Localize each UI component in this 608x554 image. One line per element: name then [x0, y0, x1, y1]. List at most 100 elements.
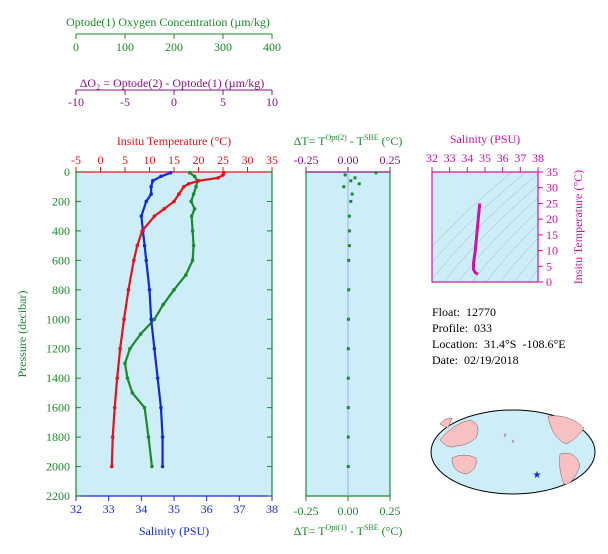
delta-t-point: [346, 376, 350, 380]
salinity-tick-label: 36: [201, 502, 213, 516]
temperature-tick-label: 20: [193, 153, 205, 167]
temperature-point: [182, 184, 186, 189]
oxygen-point: [128, 346, 132, 351]
salinity-point: [147, 288, 152, 292]
salinity-point: [149, 317, 153, 322]
oxygen-point: [172, 288, 176, 292]
salinity-axis-ticks: 32 33 34 35 36 37 38: [70, 496, 278, 516]
temperature-point: [140, 229, 144, 233]
ts-salinity-tick-label: 34: [461, 151, 473, 165]
salinity-point: [152, 346, 157, 351]
oxygen-point: [192, 174, 197, 179]
delta-o2-axis-ticks: -10 -5 0 5 10: [68, 90, 278, 109]
ts-salinity-tick-label: 32: [426, 151, 438, 165]
temperature-point: [172, 199, 176, 204]
temperature-point: [221, 173, 225, 177]
delta-o2-axis: ΔO₂ = Optode(2) - Optode(1) (µm/kg) -10-…: [68, 76, 278, 109]
oxygen-tick-label: 400: [263, 40, 281, 54]
salinity-tick-label: 34: [135, 502, 147, 516]
oxygen-point: [190, 258, 195, 263]
delta-t-point: [343, 173, 347, 177]
salinity-point: [144, 258, 149, 263]
pressure-axis-title: Pressure (decibar): [15, 291, 29, 378]
pressure-tick-label: 200: [52, 194, 70, 208]
delta-t-point: [350, 192, 354, 196]
ts-panel: Salinity (PSU) 32 33 34 35 36 37 3805101520253…: [426, 132, 585, 289]
delta-t-point: [353, 176, 357, 180]
ts-temperature-tick-label: 15: [546, 228, 558, 242]
ts-temperature-tick-label: 10: [546, 244, 558, 258]
pressure-tick-label: 1800: [46, 430, 70, 444]
world-map: ★: [430, 409, 596, 495]
oxygen-point: [146, 435, 151, 439]
delta-t-point: [347, 229, 351, 233]
salinity-tick-label: 38: [266, 502, 278, 516]
oxygen-tick-label: 300: [214, 40, 232, 54]
ts-density-contour: [485, 223, 538, 282]
salinity-tick-label: 35: [168, 502, 180, 516]
salinity-point: [144, 199, 149, 204]
ts-salinity-tick-label: 33: [444, 151, 456, 165]
map-land-europe: [439, 417, 453, 429]
temperature-point: [118, 346, 122, 351]
ts-temperature-tick-label: 0: [546, 275, 552, 289]
delta-t-point: [342, 185, 346, 189]
float-location: Location: 31.4°S -108.6°E: [432, 337, 566, 351]
ts-salinity-tick-label: 35: [479, 151, 491, 165]
ts-density-contour: [513, 252, 538, 282]
temperature-axis-ticks: -5 0 5 10 15 20 25 30 35: [71, 153, 278, 172]
map-land-north-america: [547, 415, 585, 445]
delta-t-point: [347, 214, 351, 218]
delta-t-point: [347, 244, 351, 248]
delta-t-series: [342, 171, 378, 469]
delta-t-top-title: ΔT= TOpt(2) - TSBE (°C): [294, 133, 403, 148]
temperature-point: [122, 317, 126, 322]
temperature-point: [177, 192, 181, 196]
delta-o2-tick-label: -5: [120, 95, 130, 109]
delta-t-point: [374, 171, 378, 175]
oxygen-point: [183, 273, 188, 277]
temperature-point: [112, 405, 117, 410]
oxygen-axis-ticks: 0 100 200 300 400: [73, 34, 281, 54]
oxygen-point: [125, 376, 130, 380]
pressure-tick-label: 400: [52, 224, 70, 238]
ts-series: [472, 203, 482, 276]
ts-density-contour: [499, 237, 538, 282]
delta-t-axis-ticks: -0.25 0.00 0.25 -0.25 0.00 0.25: [294, 153, 401, 518]
oxygen-point: [191, 243, 196, 248]
map-land-australia: [451, 454, 477, 475]
oxygen-point: [152, 317, 157, 322]
pressure-tick-label: 600: [52, 253, 70, 267]
ts-salinity-title: Salinity (PSU): [450, 132, 520, 146]
oxygen-point: [194, 184, 198, 189]
delta-t-top-tick-label: 0.00: [338, 153, 359, 167]
pressure-tick-label: 1000: [46, 312, 70, 326]
temperature-point: [135, 243, 140, 248]
ts-salinity-tick-label: 37: [514, 151, 526, 165]
ts-density-contour: [432, 172, 513, 248]
temperature-point: [109, 464, 114, 469]
delta-t-point: [347, 258, 351, 262]
delta-t-bottom-title: ΔT= TOpt(1) - TSBE (°C): [294, 523, 403, 538]
temperature-axis-title: Insitu Temperature (°C): [117, 134, 231, 148]
oxygen-axis-title: Optode(1) Oxygen Concentration (µm/kg): [66, 15, 270, 29]
ts-temperature-tick-label: 5: [546, 259, 552, 273]
ts-temperature-title: Insitu Temperature (°C): [571, 170, 585, 284]
oxygen-axis: Optode(1) Oxygen Concentration (µm/kg) 0…: [66, 15, 281, 54]
pressure-tick-label: 1600: [46, 401, 70, 415]
salinity-point: [142, 243, 147, 248]
delta-o2-tick-label: 5: [220, 95, 226, 109]
oxygen-tick-label: 200: [165, 40, 183, 54]
oxygen-tick-label: 100: [116, 40, 134, 54]
salinity-axis-title: Salinity (PSU): [139, 524, 209, 538]
salinity-point: [150, 179, 155, 183]
delta-t-bottom-tick-label: -0.25: [294, 504, 319, 518]
ts-density-contours: [432, 172, 538, 282]
ts-density-contour: [443, 185, 538, 282]
map-land-islands: [503, 433, 515, 444]
salinity-point: [159, 174, 163, 179]
ts-temperature-tick-label: 35: [546, 165, 558, 179]
oxygen-point: [189, 214, 194, 218]
temperature-tick-label: 5: [122, 153, 128, 167]
temperature-series: [109, 170, 226, 469]
